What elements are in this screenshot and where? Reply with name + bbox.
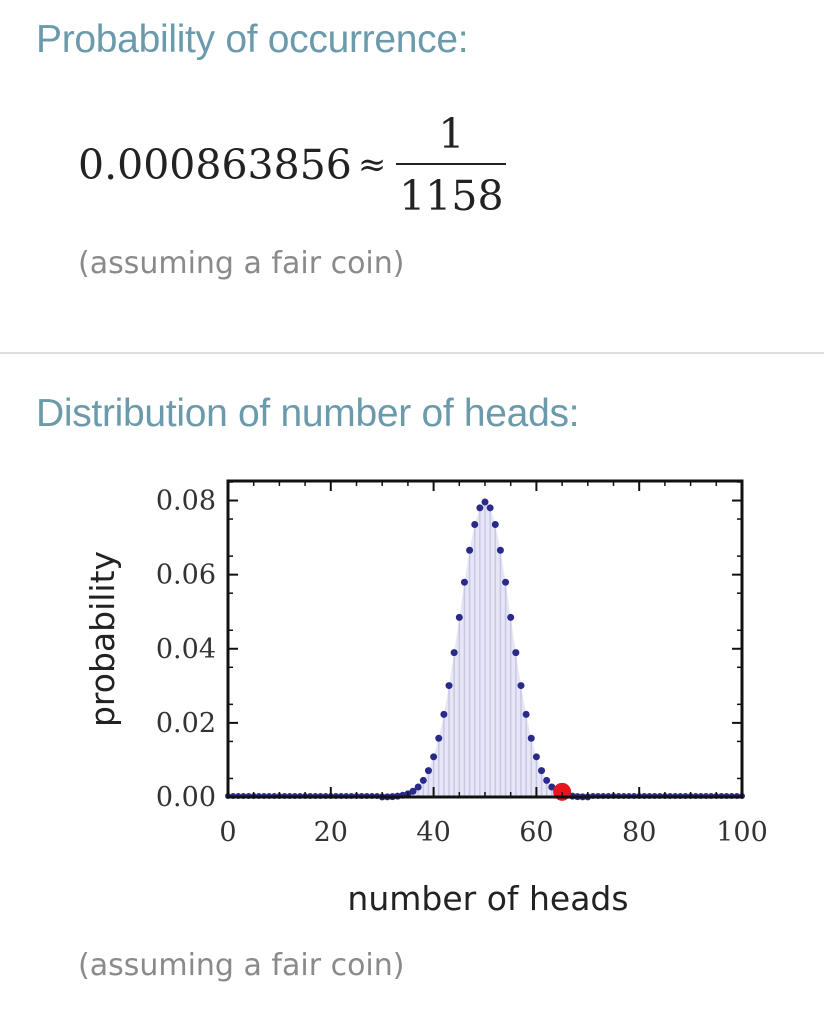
- data-point: [548, 783, 556, 791]
- data-point: [507, 613, 515, 621]
- data-point: [430, 753, 438, 761]
- data-point: [455, 613, 463, 621]
- data-point: [481, 498, 489, 506]
- data-point: [409, 787, 417, 795]
- data-point: [543, 776, 551, 784]
- data-point: [491, 521, 499, 529]
- assumption-note: (assuming a fair coin): [78, 246, 405, 281]
- y-tick-label: 0.08: [156, 486, 216, 517]
- y-tick-label: 0.00: [156, 782, 216, 813]
- data-point: [527, 734, 535, 742]
- data-point: [496, 546, 504, 554]
- data-point: [414, 783, 422, 791]
- data-point: [538, 767, 546, 775]
- x-tick-label: 20: [314, 817, 348, 848]
- fraction-bar: [396, 163, 507, 165]
- x-tick-label: 60: [519, 817, 553, 848]
- x-axis-label: number of heads: [347, 879, 628, 918]
- approx-symbol: ≈: [357, 145, 387, 185]
- data-point: [486, 504, 494, 512]
- probability-formula: 0.000863856 ≈ 1 1158: [78, 100, 507, 230]
- data-point: [466, 546, 474, 554]
- data-point: [460, 578, 468, 586]
- data-point: [476, 504, 484, 512]
- data-point: [532, 753, 540, 761]
- probability-value: 0.000863856: [78, 141, 352, 189]
- x-tick-label: 0: [219, 817, 236, 848]
- y-tick-label: 0.06: [156, 560, 216, 591]
- data-point: [440, 710, 448, 718]
- y-tick-label: 0.02: [156, 708, 216, 739]
- data-point: [424, 767, 432, 775]
- y-axis-label: probability: [83, 551, 122, 727]
- fraction: 1 1158: [396, 110, 507, 220]
- pod-title-distribution: Distribution of number of heads:: [36, 392, 580, 435]
- assumption-note: (assuming a fair coin): [78, 948, 405, 983]
- data-point: [502, 578, 510, 586]
- x-tick-label: 100: [716, 817, 768, 848]
- data-point: [517, 682, 525, 690]
- data-point: [522, 710, 530, 718]
- data-point: [450, 649, 458, 657]
- pod-title-probability: Probability of occurrence:: [36, 18, 469, 61]
- data-point: [512, 649, 520, 657]
- data-point: [471, 521, 479, 529]
- x-tick-label: 40: [416, 817, 450, 848]
- y-tick-label: 0.04: [156, 634, 216, 665]
- data-point: [445, 682, 453, 690]
- data-point: [435, 734, 443, 742]
- fraction-numerator: 1: [438, 110, 465, 158]
- x-tick-label: 80: [622, 817, 656, 848]
- fraction-denominator: 1158: [399, 172, 504, 220]
- data-point: [419, 776, 427, 784]
- pod-divider: [0, 352, 824, 354]
